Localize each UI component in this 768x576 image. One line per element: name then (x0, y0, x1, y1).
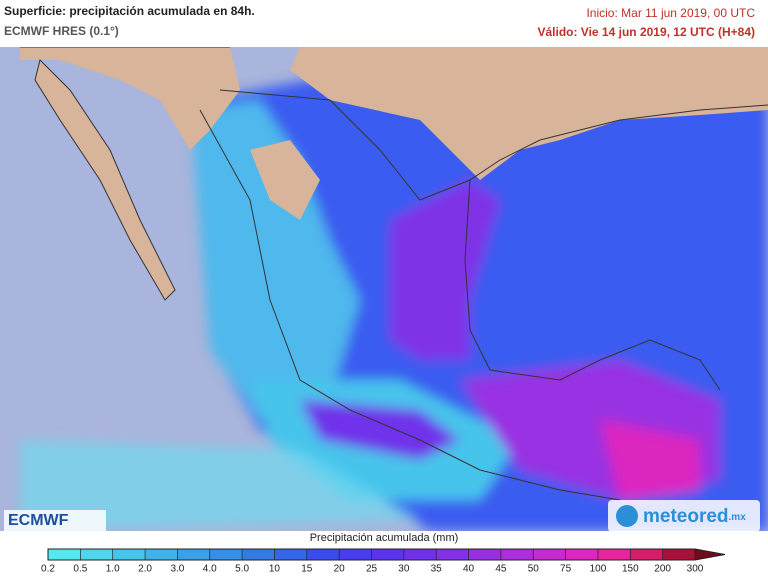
tick-label: 3.0 (170, 564, 184, 575)
colorbar: 0.2 0.5 1.0 2.0 3.0 4.0 5.0 10 15 20 25 30 35 40 45 50 7… (41, 548, 726, 575)
tick-label: 300 (687, 564, 704, 575)
tick-label: 50 (528, 564, 540, 575)
baja-california (34, 59, 176, 301)
meteored-logo: meteored.mx (608, 500, 760, 532)
tick-label: 4.0 (203, 564, 217, 575)
color-bin (597, 549, 631, 560)
tick-label: 10 (269, 564, 281, 575)
map (0, 46, 768, 531)
legend-title: Precipitación acumulada (mm) (310, 532, 459, 544)
color-bin (500, 549, 534, 560)
tick-label: 2.0 (138, 564, 152, 575)
color-bin (48, 549, 81, 560)
color-bin (468, 549, 502, 560)
tick-label: 15 (301, 564, 313, 575)
color-bin (274, 549, 308, 560)
tick-label: 40 (463, 564, 475, 575)
color-bin (177, 549, 211, 560)
color-bin (242, 549, 275, 560)
color-bin (371, 549, 405, 560)
color-bin (306, 549, 340, 560)
tick-label: 5.0 (235, 564, 249, 575)
color-bin (403, 549, 437, 560)
ecmwf-logo: ECMWF (4, 510, 106, 532)
model: ECMWF HRES (0.1°) (4, 24, 119, 38)
color-bin (565, 549, 599, 560)
color-bin (662, 549, 696, 560)
color-bin (630, 549, 664, 560)
color-bin (209, 549, 243, 560)
land-usa (290, 47, 768, 180)
init-time: Inicio: Mar 11 jun 2019, 00 UTC (586, 6, 755, 20)
color-bin (145, 549, 178, 560)
title: Superficie: precipitación acumulada en 8… (4, 4, 255, 18)
logo-ecmwf: ECMWF (8, 512, 69, 529)
tick-label: 20 (334, 564, 346, 575)
logo-bg (4, 510, 106, 532)
tick-label: 35 (431, 564, 443, 575)
color-bin (80, 549, 114, 560)
tick-label: 25 (366, 564, 378, 575)
tick-label: 100 (590, 564, 607, 575)
land-north-mexico (20, 47, 240, 150)
logo-icon (616, 505, 638, 527)
color-bin (339, 549, 372, 560)
tick-label: 45 (495, 564, 507, 575)
color-bin-extend (695, 549, 725, 560)
tick-label: 1.0 (106, 564, 120, 575)
color-bin (533, 549, 567, 560)
color-bin (436, 549, 470, 560)
precip-field (20, 60, 768, 531)
tick-label: 75 (560, 564, 572, 575)
tick-label: 200 (654, 564, 671, 575)
tick-label: 0.5 (73, 564, 87, 575)
color-bin (112, 549, 146, 560)
logo-bg (608, 500, 760, 532)
tick-label: 0.2 (41, 564, 55, 575)
tick-label: 30 (398, 564, 410, 575)
land-plateau (250, 140, 320, 220)
valid-time: Válido: Vie 14 jun 2019, 12 UTC (H+84) (537, 25, 755, 39)
logo-meteored: meteored.mx (643, 506, 746, 527)
tick-label: 150 (622, 564, 639, 575)
header-bg (0, 0, 768, 47)
